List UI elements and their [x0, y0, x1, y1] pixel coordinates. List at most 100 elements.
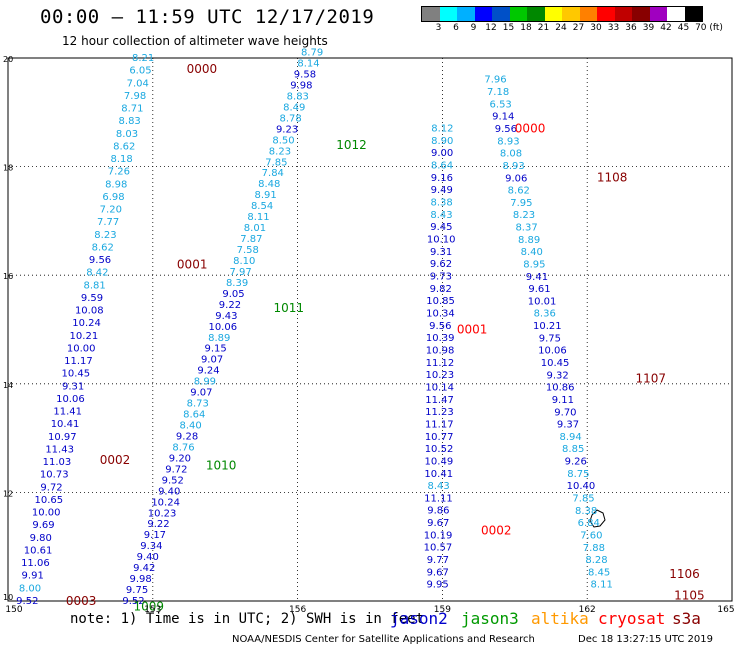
wave-height-value: 6.53	[490, 99, 512, 110]
wave-height-value: 9.67	[427, 567, 449, 578]
wave-height-value: 9.72	[165, 464, 187, 475]
wave-height-value: 7.26	[108, 167, 130, 178]
wave-height-value: 10.01	[528, 296, 557, 307]
wave-height-value: 8.42	[86, 268, 108, 279]
wave-height-value: 8.79	[301, 48, 323, 59]
pass-time-label: 0002	[481, 523, 512, 537]
wave-height-value: 11.06	[21, 558, 50, 569]
wave-height-value: 8.18	[110, 154, 132, 165]
pass-time-label: 0001	[457, 323, 488, 337]
colorbar-label: 70 (ft)	[695, 23, 723, 33]
wave-height-value: 10.77	[425, 432, 454, 443]
wave-height-value: 11.41	[53, 407, 82, 418]
colorbar-swatch	[597, 7, 615, 21]
wave-height-value: 9.58	[294, 70, 316, 81]
wave-height-value: 8.36	[534, 309, 556, 320]
wave-height-value: 10.24	[72, 318, 101, 329]
wave-height-value: 10.10	[427, 235, 456, 246]
wave-height-value: 9.20	[169, 453, 191, 464]
map-grid	[7, 57, 733, 602]
colorbar-label: 36	[625, 23, 637, 33]
wave-height-value: 11.11	[424, 493, 453, 504]
wave-height-value: 10.00	[67, 343, 96, 354]
y-tick-label: 10	[3, 593, 13, 602]
wave-height-value: 10.98	[426, 345, 455, 356]
wave-height-value: 8.62	[508, 186, 530, 197]
wave-height-value: 11.12	[426, 358, 455, 369]
pass-time-label: 0003	[66, 594, 97, 608]
wave-height-value: 9.52	[162, 475, 184, 486]
wave-height-value: 9.07	[190, 388, 212, 399]
wave-height-value: 10.40	[567, 481, 596, 492]
wave-height-value: 10.06	[208, 322, 237, 333]
colorbar-label: 27	[572, 23, 585, 33]
pass-time-labels: 0000 0001 0002 0003 1012 1011 1010 1009 0000 0001…	[66, 62, 705, 614]
wave-height-value: 8.14	[297, 59, 319, 70]
wave-height-value: 6.05	[129, 66, 151, 77]
wave-height-value: 8.64	[183, 410, 205, 421]
wave-height-value: 8.95	[523, 259, 545, 270]
wave-height-value: 10.00	[32, 508, 61, 519]
pass-time-label: 0002	[100, 453, 131, 467]
pass-time-label: 1105	[674, 589, 705, 603]
wave-height-value: 7.18	[487, 87, 509, 98]
wave-height-value: 8.23	[269, 146, 291, 157]
colorbar-label: 6	[453, 23, 459, 33]
map-frame	[7, 57, 733, 602]
x-tick-label: 156	[289, 605, 306, 615]
wave-height-value: 7.60	[580, 530, 602, 541]
wave-height-value: 10.73	[40, 470, 69, 481]
wave-height-value: 8.00	[19, 583, 41, 594]
wave-height-value: 8.23	[513, 210, 535, 221]
wave-height-value: 8.38	[430, 198, 452, 209]
wave-height-value: 9.31	[430, 247, 452, 258]
wave-height-value: 8.43	[427, 481, 449, 492]
wave-height-value: 10.08	[75, 306, 104, 317]
pass-time-label: 1107	[635, 371, 666, 385]
wave-height-value: 8.40	[180, 421, 202, 432]
wave-height-value: 11.03	[43, 457, 72, 468]
colorbar-label: 42	[660, 23, 672, 33]
pass-time-label: 0000	[187, 62, 218, 76]
satellite-legend-item: s3a	[672, 609, 701, 628]
wave-height-value: 10.45	[541, 358, 570, 369]
wave-height-value: 10.21	[533, 321, 562, 332]
wave-height-value: 8.93	[502, 161, 524, 172]
wave-height-value: 8.49	[283, 102, 305, 113]
wave-height-value: 7.85	[572, 493, 594, 504]
pass-time-label: 0000	[515, 122, 546, 136]
colorbar-swatch	[544, 7, 562, 21]
wave-height-value: 10.19	[424, 530, 453, 541]
wave-height-value: 7.20	[100, 205, 122, 216]
pass-time-label: 1012	[336, 138, 367, 152]
colorbar-swatch	[579, 7, 597, 21]
wave-height-value: 8.03	[116, 129, 138, 140]
wave-height-value: 11.17	[64, 356, 93, 367]
wave-height-value: 9.73	[430, 272, 452, 283]
map-subtitle: 12 hour collection of altimeter wave hei…	[62, 34, 328, 48]
wave-height-value: 9.52	[16, 596, 38, 607]
wave-height-value: 9.67	[427, 518, 449, 529]
wave-height-value: 9.69	[32, 520, 54, 531]
wave-height-value: 10.06	[538, 346, 567, 357]
wave-height-value: 8.94	[559, 432, 581, 443]
wave-height-value: 8.99	[194, 377, 216, 388]
wave-height-value: 8.62	[113, 141, 135, 152]
wave-height-value: 9.45	[430, 222, 452, 233]
colorbar-label: 9	[470, 23, 477, 33]
wave-height-value: 10.65	[35, 495, 64, 506]
x-tick-label: 153	[144, 605, 161, 615]
wave-height-value: 8.85	[562, 444, 584, 455]
wave-height-value: 8.12	[431, 124, 453, 135]
wave-height-value: 7.04	[127, 78, 149, 89]
wave-height-value: 10.23	[425, 370, 454, 381]
wave-height-value: 9.26	[565, 457, 587, 468]
wave-height-value: 10.57	[424, 543, 453, 554]
wave-height-value: 9.34	[140, 541, 162, 552]
colorbar-swatch	[422, 7, 440, 21]
wave-height-value: 9.95	[426, 580, 448, 591]
y-tick-label: 20	[3, 55, 13, 64]
wave-height-value: 9.14	[492, 112, 514, 123]
wave-height-value: 11.17	[425, 419, 454, 430]
colorbar-label: 30	[590, 23, 602, 33]
